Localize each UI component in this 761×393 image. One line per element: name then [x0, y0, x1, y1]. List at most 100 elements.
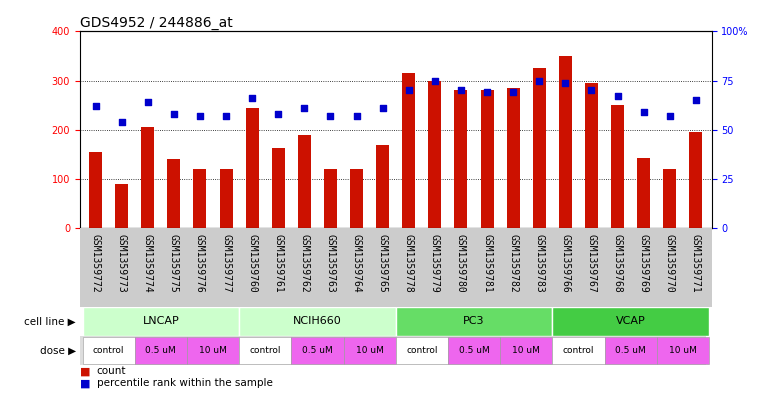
Bar [272, 148, 285, 228]
Text: control: control [406, 346, 438, 355]
Text: GSM1359780: GSM1359780 [456, 234, 466, 293]
Text: GSM1359779: GSM1359779 [430, 234, 440, 293]
Text: NCIH660: NCIH660 [293, 316, 342, 326]
Point [612, 93, 624, 99]
Text: control: control [93, 346, 124, 355]
Bar [193, 169, 206, 228]
Text: GSM1359775: GSM1359775 [169, 234, 179, 293]
Text: PC3: PC3 [463, 316, 485, 326]
Text: cell line ▶: cell line ▶ [24, 316, 76, 326]
Bar [448, 338, 500, 364]
Bar [428, 81, 441, 228]
Text: 10 uM: 10 uM [512, 346, 540, 355]
Text: GSM1359776: GSM1359776 [195, 234, 205, 293]
Point [142, 99, 154, 105]
Point [533, 77, 546, 84]
Point [507, 89, 519, 95]
Point [220, 113, 232, 119]
Bar [396, 307, 552, 336]
Bar [585, 83, 598, 228]
Text: 0.5 uM: 0.5 uM [459, 346, 489, 355]
Text: GSM1359770: GSM1359770 [665, 234, 675, 293]
Text: GSM1359783: GSM1359783 [534, 234, 544, 293]
Text: GSM1359768: GSM1359768 [613, 234, 622, 293]
Bar [403, 73, 416, 228]
Text: 0.5 uM: 0.5 uM [302, 346, 333, 355]
Text: 10 uM: 10 uM [355, 346, 384, 355]
Text: control: control [250, 346, 281, 355]
Text: GSM1359774: GSM1359774 [143, 234, 153, 293]
Bar [657, 338, 709, 364]
Bar [82, 307, 239, 336]
Point [664, 113, 676, 119]
Text: 10 uM: 10 uM [669, 346, 697, 355]
Bar [350, 169, 363, 228]
Bar [142, 127, 154, 228]
Bar [239, 338, 291, 364]
Text: control: control [562, 346, 594, 355]
Text: percentile rank within the sample: percentile rank within the sample [97, 378, 272, 388]
Bar [246, 108, 259, 228]
Bar [115, 184, 128, 228]
Text: GSM1359771: GSM1359771 [691, 234, 701, 293]
Text: 0.5 uM: 0.5 uM [615, 346, 646, 355]
Text: count: count [97, 366, 126, 376]
Bar [604, 338, 657, 364]
Point [167, 111, 180, 117]
Bar [135, 338, 187, 364]
Point [90, 103, 102, 109]
Text: GSM1359763: GSM1359763 [326, 234, 336, 293]
Bar [552, 338, 604, 364]
Text: 10 uM: 10 uM [199, 346, 227, 355]
Point [298, 105, 310, 111]
Point [116, 119, 128, 125]
Bar [664, 169, 677, 228]
Bar [376, 145, 389, 228]
Text: GDS4952 / 244886_at: GDS4952 / 244886_at [80, 17, 233, 30]
Bar [559, 56, 572, 228]
Bar [239, 307, 396, 336]
Point [689, 97, 702, 103]
Bar [298, 134, 311, 228]
Bar [533, 68, 546, 228]
Text: GSM1359778: GSM1359778 [404, 234, 414, 293]
Text: ■: ■ [80, 366, 91, 376]
Point [351, 113, 363, 119]
Point [585, 87, 597, 94]
Bar [291, 338, 343, 364]
Text: GSM1359769: GSM1359769 [638, 234, 648, 293]
Text: GSM1359772: GSM1359772 [91, 234, 100, 293]
Text: GSM1359764: GSM1359764 [352, 234, 361, 293]
Point [403, 87, 415, 94]
Text: GSM1359767: GSM1359767 [587, 234, 597, 293]
Bar [82, 338, 135, 364]
Point [559, 79, 572, 86]
Text: VCAP: VCAP [616, 316, 645, 326]
Text: GSM1359781: GSM1359781 [482, 234, 492, 293]
Point [272, 111, 285, 117]
Bar [219, 169, 233, 228]
Bar [167, 159, 180, 228]
Point [428, 77, 441, 84]
Bar [324, 169, 337, 228]
Point [324, 113, 336, 119]
Text: GSM1359777: GSM1359777 [221, 234, 231, 293]
Point [194, 113, 206, 119]
Point [246, 95, 258, 101]
Text: GSM1359762: GSM1359762 [299, 234, 310, 293]
Text: GSM1359765: GSM1359765 [377, 234, 387, 293]
Bar [480, 90, 494, 228]
Bar [611, 105, 624, 228]
Point [455, 87, 467, 94]
Text: GSM1359761: GSM1359761 [273, 234, 283, 293]
Bar [454, 90, 467, 228]
Text: dose ▶: dose ▶ [40, 346, 76, 356]
Text: GSM1359760: GSM1359760 [247, 234, 257, 293]
Bar [187, 338, 239, 364]
Text: LNCAP: LNCAP [142, 316, 179, 326]
Bar [343, 338, 396, 364]
Bar [396, 338, 448, 364]
Bar [500, 338, 552, 364]
Point [377, 105, 389, 111]
Text: GSM1359782: GSM1359782 [508, 234, 518, 293]
